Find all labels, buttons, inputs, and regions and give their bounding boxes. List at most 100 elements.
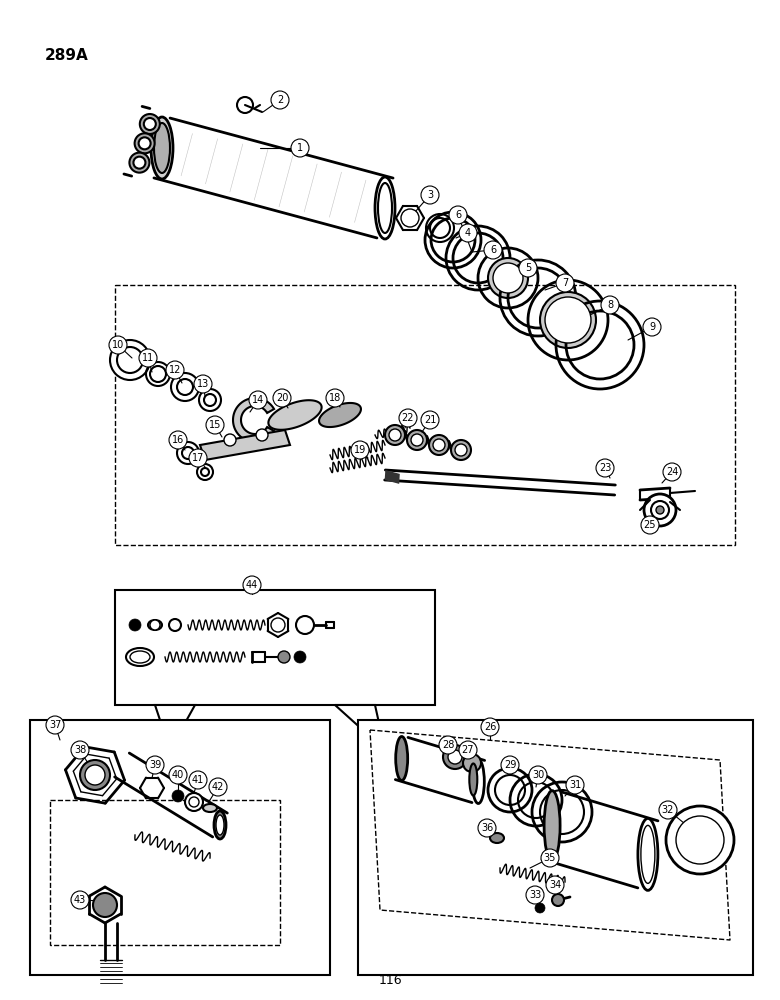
- Text: 38: 38: [74, 745, 86, 755]
- Text: 28: 28: [441, 740, 454, 750]
- Circle shape: [399, 409, 417, 427]
- Circle shape: [519, 259, 537, 277]
- Text: 11: 11: [142, 353, 154, 363]
- Circle shape: [271, 91, 289, 109]
- Text: 26: 26: [484, 722, 496, 732]
- Circle shape: [596, 459, 614, 477]
- Circle shape: [411, 434, 423, 446]
- Text: 12: 12: [168, 365, 181, 375]
- Circle shape: [189, 449, 207, 467]
- Circle shape: [644, 494, 676, 526]
- Polygon shape: [335, 705, 385, 750]
- Ellipse shape: [151, 117, 173, 179]
- Text: 33: 33: [529, 890, 541, 900]
- Ellipse shape: [126, 648, 154, 666]
- Circle shape: [172, 790, 184, 802]
- Text: 34: 34: [549, 880, 561, 890]
- Circle shape: [385, 425, 405, 445]
- Circle shape: [459, 741, 477, 759]
- Circle shape: [666, 806, 734, 874]
- Polygon shape: [233, 398, 274, 442]
- Circle shape: [651, 501, 669, 519]
- Ellipse shape: [214, 811, 226, 839]
- Circle shape: [71, 891, 89, 909]
- Circle shape: [643, 318, 661, 336]
- Circle shape: [294, 651, 306, 663]
- Text: 18: 18: [329, 393, 341, 403]
- Circle shape: [535, 903, 545, 913]
- Text: 5: 5: [525, 263, 531, 273]
- Ellipse shape: [216, 815, 224, 835]
- Circle shape: [278, 651, 290, 663]
- Circle shape: [146, 756, 164, 774]
- Circle shape: [271, 618, 285, 632]
- Circle shape: [448, 750, 462, 764]
- Text: 24: 24: [666, 467, 678, 477]
- Circle shape: [459, 224, 477, 242]
- Text: 41: 41: [192, 775, 204, 785]
- Ellipse shape: [375, 177, 395, 239]
- Text: 9: 9: [649, 322, 655, 332]
- Ellipse shape: [148, 620, 162, 630]
- Circle shape: [463, 754, 481, 772]
- Text: 22: 22: [402, 413, 414, 423]
- Circle shape: [150, 620, 160, 630]
- Circle shape: [256, 429, 268, 441]
- Circle shape: [526, 886, 544, 904]
- Text: 289A: 289A: [45, 48, 89, 63]
- Circle shape: [109, 336, 127, 354]
- Circle shape: [93, 893, 117, 917]
- Text: 27: 27: [462, 745, 474, 755]
- Text: 31: 31: [569, 780, 581, 790]
- Text: 13: 13: [197, 379, 209, 389]
- Circle shape: [552, 894, 564, 906]
- Circle shape: [529, 766, 547, 784]
- Circle shape: [501, 756, 519, 774]
- Text: 40: 40: [172, 770, 184, 780]
- Circle shape: [478, 819, 496, 837]
- Text: 29: 29: [504, 760, 516, 770]
- Bar: [115, 285, 735, 545]
- Text: 116: 116: [378, 974, 402, 986]
- Circle shape: [401, 209, 419, 227]
- Circle shape: [117, 347, 143, 373]
- Circle shape: [659, 801, 677, 819]
- Circle shape: [663, 463, 681, 481]
- Circle shape: [656, 506, 664, 514]
- Circle shape: [209, 778, 227, 796]
- Circle shape: [455, 444, 467, 456]
- Circle shape: [144, 118, 156, 130]
- Text: 32: 32: [661, 805, 674, 815]
- Polygon shape: [319, 403, 361, 427]
- Circle shape: [139, 137, 151, 149]
- Circle shape: [351, 441, 369, 459]
- Circle shape: [71, 741, 89, 759]
- Circle shape: [429, 435, 449, 455]
- Circle shape: [488, 258, 528, 298]
- Circle shape: [407, 430, 427, 450]
- Text: 2: 2: [277, 95, 283, 105]
- Circle shape: [545, 297, 591, 343]
- Polygon shape: [155, 705, 195, 750]
- Circle shape: [493, 263, 523, 293]
- Circle shape: [129, 153, 150, 173]
- Circle shape: [166, 361, 184, 379]
- Text: 39: 39: [149, 760, 161, 770]
- Text: 10: 10: [112, 340, 124, 350]
- Text: 37: 37: [49, 720, 61, 730]
- Ellipse shape: [641, 825, 655, 883]
- Text: 15: 15: [209, 420, 222, 430]
- Circle shape: [296, 616, 314, 634]
- Ellipse shape: [203, 804, 217, 812]
- Circle shape: [421, 186, 439, 204]
- Circle shape: [194, 375, 212, 393]
- Text: 20: 20: [276, 393, 288, 403]
- Text: 1: 1: [297, 143, 303, 153]
- Text: 43: 43: [74, 895, 86, 905]
- Circle shape: [451, 440, 471, 460]
- Polygon shape: [385, 470, 400, 484]
- Circle shape: [421, 411, 439, 429]
- Circle shape: [224, 434, 236, 446]
- Bar: [358, 720, 753, 975]
- Ellipse shape: [470, 763, 477, 795]
